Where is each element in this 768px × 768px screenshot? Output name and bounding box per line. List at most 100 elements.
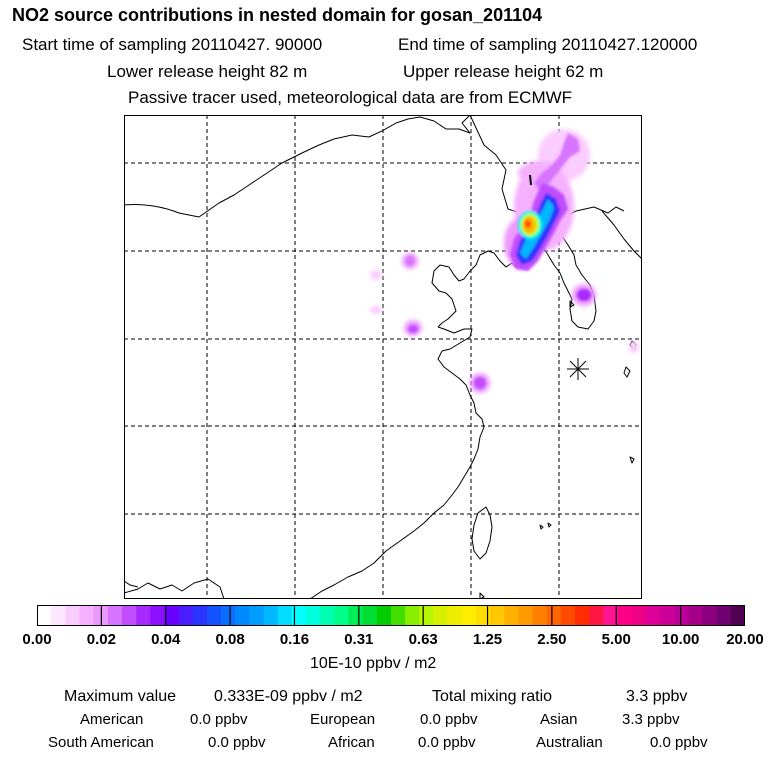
colorbar-swatch [65, 605, 80, 626]
colorbar-swatch [546, 605, 562, 626]
colorbar-swatch [532, 605, 548, 626]
border-mongolia [124, 115, 471, 218]
colorbar-swatch [589, 605, 604, 626]
colorbar-swatch [433, 605, 449, 626]
colorbar-swatch [730, 605, 745, 626]
colorbar-swatch [37, 605, 52, 626]
star-ray [569, 360, 587, 378]
plume-cell [370, 270, 382, 280]
american-label: American [80, 711, 144, 728]
colorbar-swatch [291, 605, 307, 626]
south-american-value: 0.0 ppbv [208, 734, 266, 751]
colorbar-swatch [391, 605, 406, 626]
colorbar-swatch [376, 605, 392, 626]
colorbar-swatch [617, 605, 633, 626]
plume-cell [534, 133, 580, 191]
map-title: NO2 source contributions in nested domai… [12, 5, 543, 25]
map-frame [124, 115, 642, 599]
colorbar-swatch [603, 605, 619, 626]
colorbar-swatch [447, 605, 463, 626]
plume-tick [529, 174, 532, 186]
asian-label: Asian [540, 711, 578, 728]
colorbar-swatch [51, 605, 66, 626]
australian-label: Australian [536, 734, 603, 751]
colorbar-swatch [192, 605, 208, 626]
end-time-label: End time of sampling 20110427.120000 [398, 35, 698, 54]
colorbar-swatch [235, 605, 250, 626]
plume-cell [408, 325, 418, 333]
coast-korea [535, 222, 597, 330]
tick-label: 0.08 [215, 631, 245, 648]
colorbar-swatch [660, 605, 675, 626]
map-panel [124, 115, 642, 599]
african-label: African [328, 734, 375, 751]
plume-cell [406, 256, 414, 266]
tick-label: 0.04 [151, 631, 181, 648]
max-value: 0.333E-09 ppbv / m2 [214, 688, 363, 705]
colorbar-swatch [164, 605, 180, 626]
concentration-field [370, 129, 639, 393]
colorbar-swatch [674, 605, 689, 626]
colorbar-swatch [306, 605, 321, 626]
asian-value: 3.3 ppbv [622, 711, 680, 728]
plume-cell [474, 377, 486, 389]
total-value: 3.3 ppbv [626, 688, 688, 705]
colorbar-swatch [518, 605, 534, 626]
coast-east-sea [601, 210, 642, 260]
colorbar-frame [37, 605, 745, 626]
island [539, 524, 544, 530]
colorbar-swatch [560, 605, 576, 626]
colorbar-swatch [702, 605, 718, 626]
plume-cell [577, 289, 591, 301]
island [623, 366, 631, 378]
colorbar-unit: 10E-10 ppbv / m2 [310, 655, 437, 672]
jeju-island [569, 300, 575, 308]
colorbar-swatch [221, 605, 236, 626]
colorbar-swatch [490, 605, 505, 626]
colorbar-swatch [121, 605, 137, 626]
upper-release-height: Upper release height 62 m [403, 62, 604, 81]
colorbar [37, 605, 745, 626]
coast-jiangsu [437, 350, 485, 428]
colorbar-swatch [206, 605, 222, 626]
coast-south-china [309, 426, 485, 599]
colorbar-swatch [716, 605, 732, 626]
colorbar-swatch [645, 605, 661, 626]
tick-label: 0.63 [408, 631, 438, 648]
european-label: European [310, 711, 376, 728]
african-value: 0.0 ppbv [418, 734, 476, 751]
island [547, 522, 552, 528]
plume-cell [370, 306, 382, 314]
colorbar-swatch [79, 605, 95, 626]
border-southwest [124, 578, 225, 599]
colorbar-swatch [263, 605, 279, 626]
australian-value: 0.0 ppbv [650, 734, 708, 751]
colorbar-swatch [150, 605, 165, 626]
colorbar-swatch [249, 605, 265, 626]
south-american-label: South American [48, 734, 154, 751]
colorbar-swatch [362, 605, 378, 626]
taiwan-island [471, 506, 493, 560]
receptor-star-marker [567, 358, 589, 380]
island [629, 456, 635, 464]
tick-label: 20.00 [726, 631, 764, 648]
total-label: Total mixing ratio [432, 688, 553, 705]
colorbar-swatch [334, 605, 350, 626]
colorbar-swatch [277, 605, 293, 626]
border-southwest-b [124, 580, 139, 588]
tick-label: 2.50 [537, 631, 567, 648]
colorbar-swatch [575, 605, 590, 626]
lower-release-height: Lower release height 82 m [107, 62, 308, 81]
tick-label: 0.00 [22, 631, 52, 648]
tick-label: 0.16 [279, 631, 310, 648]
tick-label: 10.00 [661, 631, 700, 648]
tick-label: 1.25 [472, 631, 503, 648]
european-value: 0.0 ppbv [420, 711, 478, 728]
tick-label: 0.02 [86, 631, 116, 648]
colorbar-swatch [688, 605, 704, 626]
colorbar-swatch [419, 605, 434, 626]
colorbar-swatch [107, 605, 123, 626]
coast-shandong [437, 326, 473, 352]
colorbar-swatch [136, 605, 151, 626]
start-time-label: Start time of sampling 20110427. 90000 [22, 35, 323, 54]
